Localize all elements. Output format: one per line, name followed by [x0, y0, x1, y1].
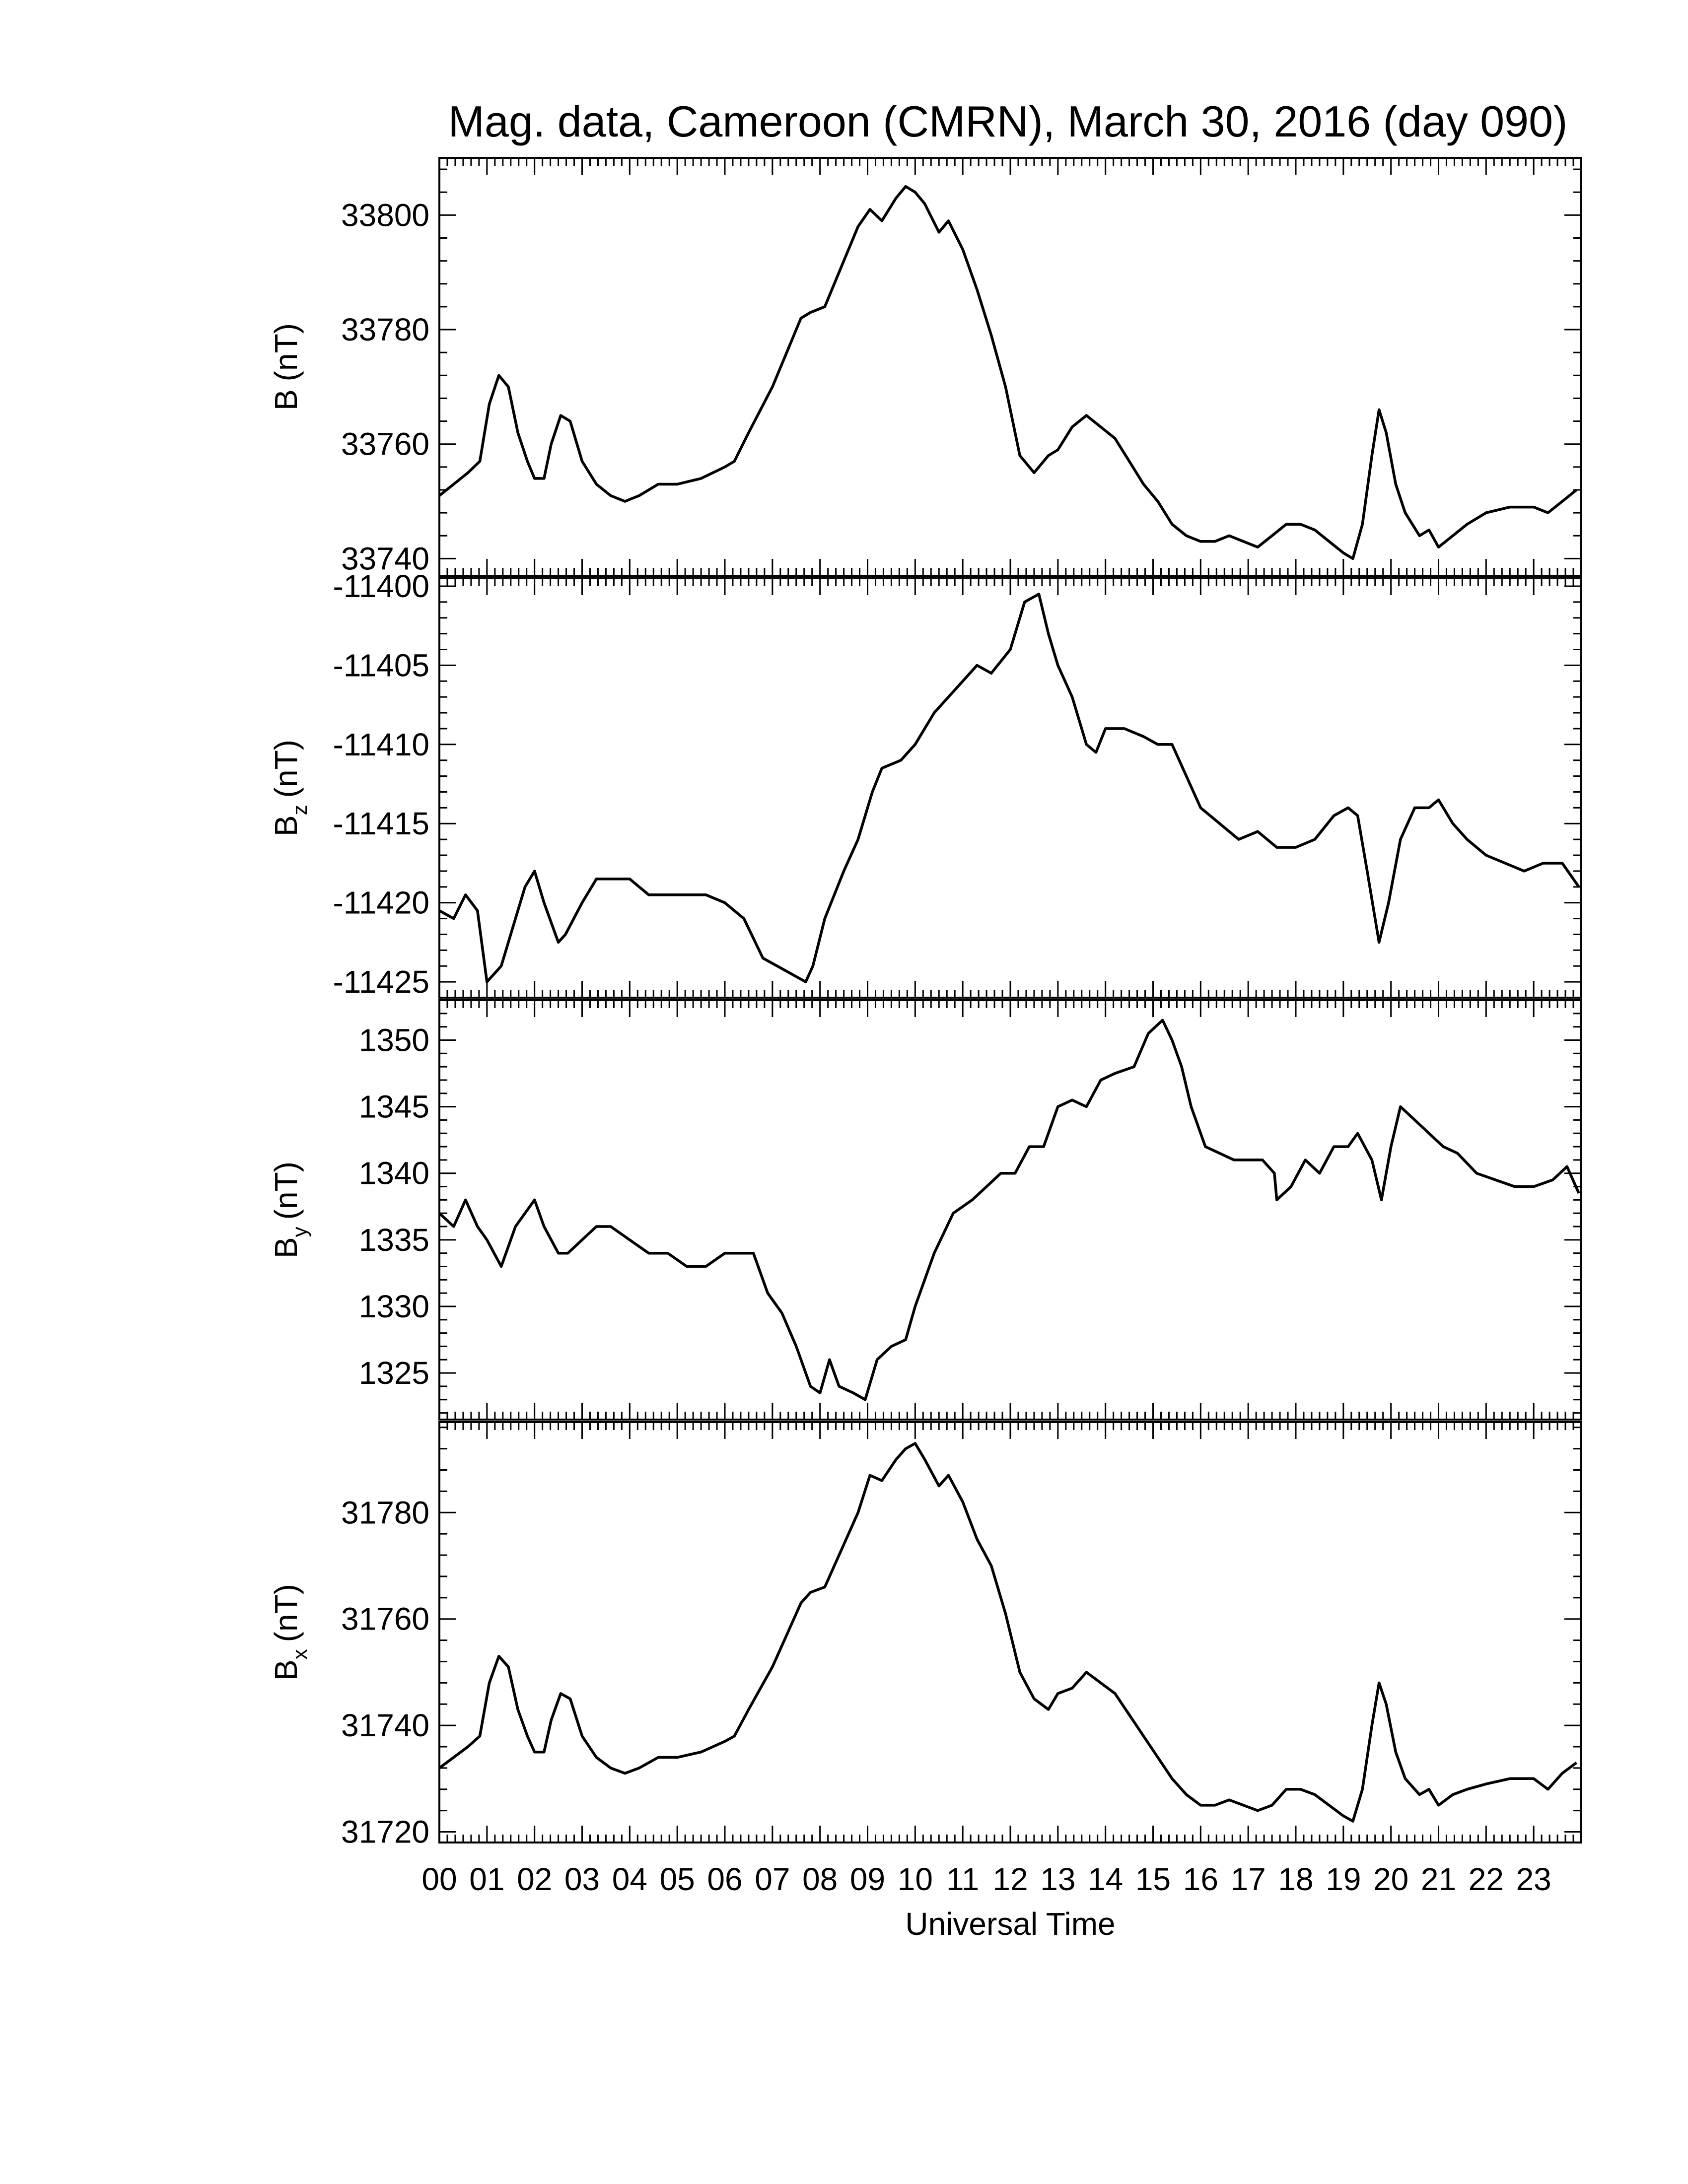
- y-axis-label-subscript: x: [288, 1649, 311, 1659]
- x-tick-label: 23: [1516, 1861, 1551, 1897]
- y-tick-label: -11410: [333, 727, 429, 762]
- series-line-bz: [438, 593, 1580, 983]
- y-axis-label-unit: (nT): [268, 1584, 304, 1642]
- x-tick-label: 15: [1135, 1861, 1171, 1897]
- y-tick-label: 33760: [341, 426, 429, 462]
- panel-b-total: 33740 33760 33780 33800 B (nT): [268, 157, 1582, 577]
- y-tick-label: -11405: [333, 647, 429, 683]
- x-tick-label: 22: [1469, 1861, 1504, 1897]
- x-tick-label: 16: [1183, 1861, 1218, 1897]
- y-tick-label: 1330: [359, 1289, 429, 1324]
- series-line-by: [438, 1019, 1580, 1401]
- y-tick-label: 31740: [341, 1707, 429, 1743]
- y-tick-labels: 1325 1330 1335 1340 1345 1350: [359, 1022, 429, 1391]
- y-tick-label: 1350: [359, 1022, 429, 1058]
- x-tick-label: 07: [755, 1861, 790, 1897]
- y-tick-label: 33800: [341, 197, 429, 233]
- y-tick-label: 1325: [359, 1355, 429, 1391]
- y-axis-label: Bx (nT): [268, 1584, 311, 1681]
- y-axis-label-subscript: y: [288, 1227, 311, 1237]
- y-tick-label: -11425: [333, 964, 429, 1000]
- x-tick-label: 08: [802, 1861, 838, 1897]
- ticks: [438, 158, 1582, 576]
- x-tick-label: 20: [1373, 1861, 1408, 1897]
- y-tick-label: 1345: [359, 1089, 429, 1125]
- x-tick-label: 13: [1040, 1861, 1075, 1897]
- ticks: [438, 578, 1582, 999]
- chart-title: Mag. data, Cameroon (CMRN), March 30, 20…: [448, 97, 1568, 146]
- ticks: [438, 999, 1582, 1420]
- ticks: [438, 1422, 1582, 1843]
- y-axis-label: B (nT): [268, 323, 304, 410]
- y-tick-label: -11400: [333, 568, 429, 604]
- y-axis-label-subscript: z: [288, 805, 311, 815]
- x-tick-label: 01: [469, 1861, 504, 1897]
- x-tick-label: 03: [564, 1861, 600, 1897]
- panel-bx: 31720 31740 31760 31780 Bx (nT): [268, 1421, 1582, 1850]
- y-tick-labels: 31720 31740 31760 31780: [341, 1495, 429, 1849]
- x-tick-label: 11: [946, 1861, 979, 1897]
- series-line-bx: [438, 1442, 1578, 1823]
- x-tick-label: 19: [1326, 1861, 1361, 1897]
- y-tick-label: 33780: [341, 312, 429, 347]
- x-tick-label: 09: [850, 1861, 885, 1897]
- x-tick-label: 14: [1088, 1861, 1123, 1897]
- y-tick-labels: 33740 33760 33780 33800: [341, 197, 429, 576]
- y-tick-label: 1335: [359, 1222, 429, 1258]
- x-tick-label: 21: [1421, 1861, 1456, 1897]
- y-axis-label-unit: (nT): [268, 740, 304, 798]
- x-tick-label: 06: [707, 1861, 742, 1897]
- x-tick-label: 12: [992, 1861, 1028, 1897]
- y-tick-label: -11420: [333, 885, 429, 921]
- y-axis-label: Bz (nT): [268, 740, 311, 836]
- y-tick-label: 31720: [341, 1814, 429, 1850]
- y-tick-label: 31760: [341, 1601, 429, 1637]
- x-tick-label: 18: [1278, 1861, 1313, 1897]
- y-tick-label: 31780: [341, 1495, 429, 1530]
- x-tick-label: 17: [1231, 1861, 1266, 1897]
- y-tick-labels: -11400 -11405 -11410 -11415 -11420 -11425: [333, 568, 429, 1000]
- y-axis-label-unit: (nT): [268, 1161, 304, 1220]
- x-tick-label: 05: [660, 1861, 695, 1897]
- y-axis-label-main: B: [268, 1237, 304, 1258]
- y-axis-label-main: B: [268, 1659, 304, 1681]
- x-tick-label: 04: [612, 1861, 647, 1897]
- y-axis-label-main: B: [268, 815, 304, 836]
- panel-bz: -11400 -11405 -11410 -11415 -11420 -11425 Bz (…: [268, 568, 1582, 1000]
- series-line-b-total: [438, 185, 1578, 560]
- y-tick-label: 1340: [359, 1156, 429, 1191]
- x-tick-labels: 00 01 02 03 04 05 06 07 08 09 10 11 12 13 14 15 16 17 18 19…: [422, 1861, 1551, 1897]
- y-axis-label: By (nT): [268, 1161, 311, 1258]
- x-tick-label: 02: [517, 1861, 552, 1897]
- y-tick-label: 33740: [341, 541, 429, 576]
- y-axis-label-unit: (nT): [268, 323, 304, 381]
- panel-by: 1325 1330 1335 1340 1345 1350 By (nT): [268, 999, 1582, 1421]
- x-tick-label: 00: [422, 1861, 457, 1897]
- y-axis-label-main: B: [268, 389, 304, 410]
- x-axis-label: Universal Time: [905, 1906, 1115, 1942]
- y-tick-label: -11415: [333, 806, 429, 841]
- x-tick-label: 10: [898, 1861, 933, 1897]
